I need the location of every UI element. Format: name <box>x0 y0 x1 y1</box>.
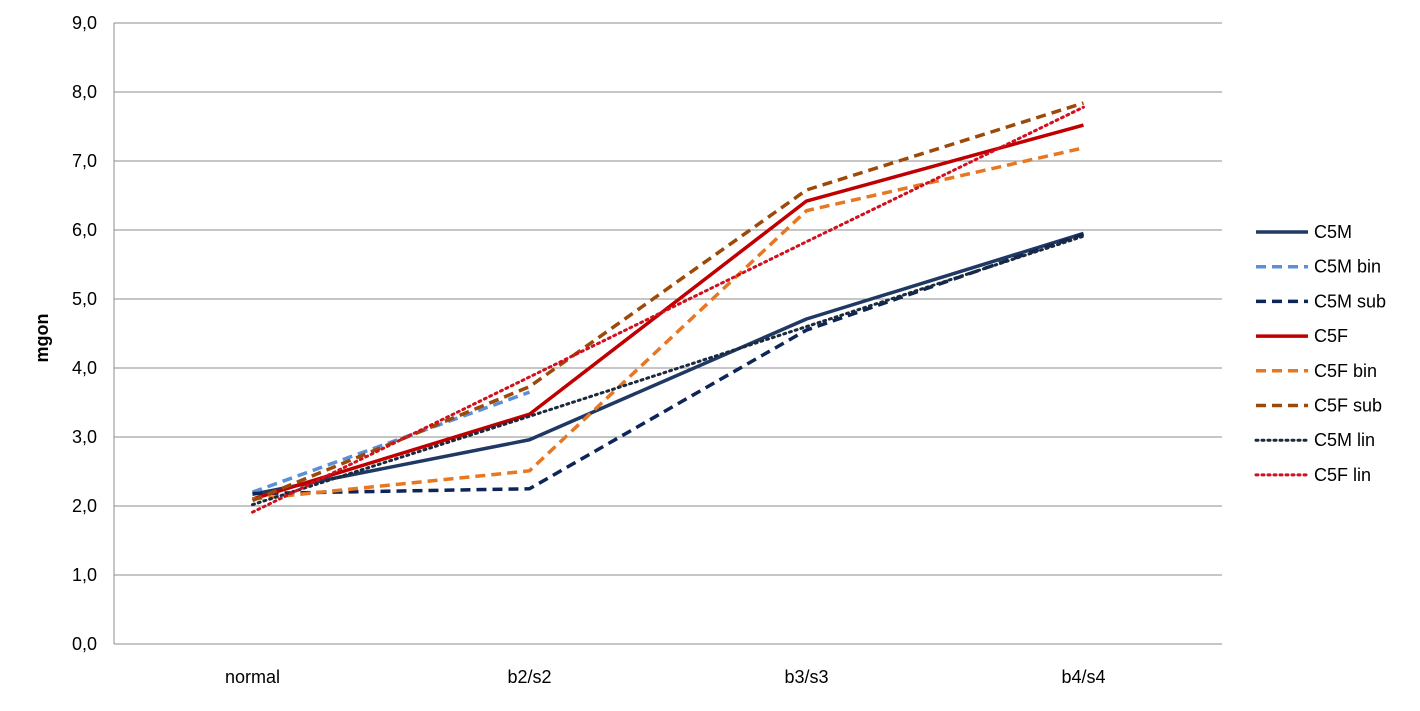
y-tick-label: 3,0 <box>72 427 97 447</box>
y-tick-label: 2,0 <box>72 496 97 516</box>
series-line-c5f-sub <box>251 101 1085 503</box>
legend-label: C5M sub <box>1314 291 1386 311</box>
y-tick-label: 8,0 <box>72 82 97 102</box>
series-line-c5f <box>251 123 1084 501</box>
series-line-c5f-lin <box>251 105 1085 514</box>
series-line-c5f-bin <box>252 146 1084 501</box>
y-tick-label: 0,0 <box>72 634 97 654</box>
series-lines <box>251 101 1085 514</box>
legend-label: C5M <box>1314 222 1352 242</box>
y-tick-label: 6,0 <box>72 220 97 240</box>
y-tick-label: 4,0 <box>72 358 97 378</box>
legend-label: C5F lin <box>1314 465 1371 485</box>
series-line-c5m-lin <box>251 234 1085 507</box>
y-tick-label: 7,0 <box>72 151 97 171</box>
x-tick-label: normal <box>225 667 280 687</box>
legend-label: C5M bin <box>1314 257 1381 277</box>
y-axis-title: mgon <box>32 314 52 363</box>
legend-label: C5F sub <box>1314 396 1382 416</box>
x-tick-label: b4/s4 <box>1061 667 1105 687</box>
y-tick-labels: 0,0 1,0 2,0 3,0 4,0 5,0 6,0 7,0 8,0 9,0 <box>72 13 97 654</box>
y-tick-label: 5,0 <box>72 289 97 309</box>
x-tick-labels: normal b2/s2 b3/s3 b4/s4 <box>225 667 1106 687</box>
gridlines <box>113 22 1222 645</box>
x-tick-label: b2/s2 <box>507 667 551 687</box>
x-tick-label: b3/s3 <box>784 667 828 687</box>
legend-label: C5F <box>1314 326 1348 346</box>
legend-label: C5M lin <box>1314 430 1375 450</box>
y-tick-label: 1,0 <box>72 565 97 585</box>
series-line-c5m <box>252 231 1085 496</box>
legend: C5M C5M bin C5M sub C5F C5F bin C5F sub C5M li… <box>1254 222 1386 485</box>
y-tick-label: 9,0 <box>72 13 97 33</box>
legend-label: C5F bin <box>1314 361 1377 381</box>
